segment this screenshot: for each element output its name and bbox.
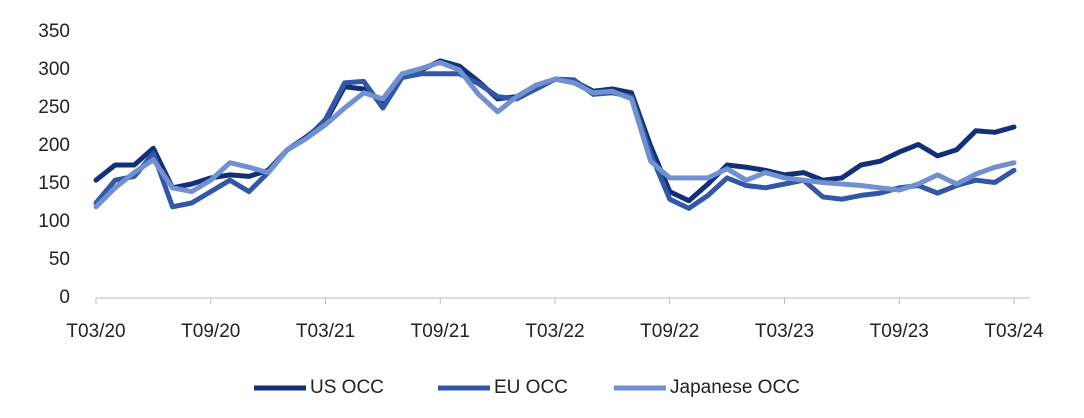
y-tick-label: 350 — [38, 21, 70, 42]
x-tick-label: T09/20 — [181, 321, 240, 342]
x-tick-label: T03/24 — [984, 321, 1044, 342]
x-tick-label: T03/22 — [525, 321, 584, 342]
y-tick-label: 0 — [59, 287, 70, 308]
legend-label: Japanese OCC — [670, 377, 800, 398]
x-tick-label: T03/20 — [66, 321, 125, 342]
x-tick-label: T09/21 — [411, 321, 470, 342]
x-tick-label: T09/22 — [640, 321, 699, 342]
y-tick-label: 50 — [49, 249, 70, 270]
series-line — [93, 59, 1017, 210]
y-tick-label: 150 — [38, 173, 70, 194]
y-tick-label: 250 — [38, 97, 70, 118]
legend-label: US OCC — [310, 377, 384, 398]
y-tick-label: 300 — [38, 59, 70, 80]
legend-label: EU OCC — [494, 377, 568, 398]
y-tick-label: 200 — [38, 135, 70, 156]
x-tick-label: T03/21 — [296, 321, 355, 342]
x-tick-label: T09/23 — [870, 321, 929, 342]
x-tick-label: T03/23 — [755, 321, 814, 342]
y-tick-label: 100 — [38, 211, 70, 232]
